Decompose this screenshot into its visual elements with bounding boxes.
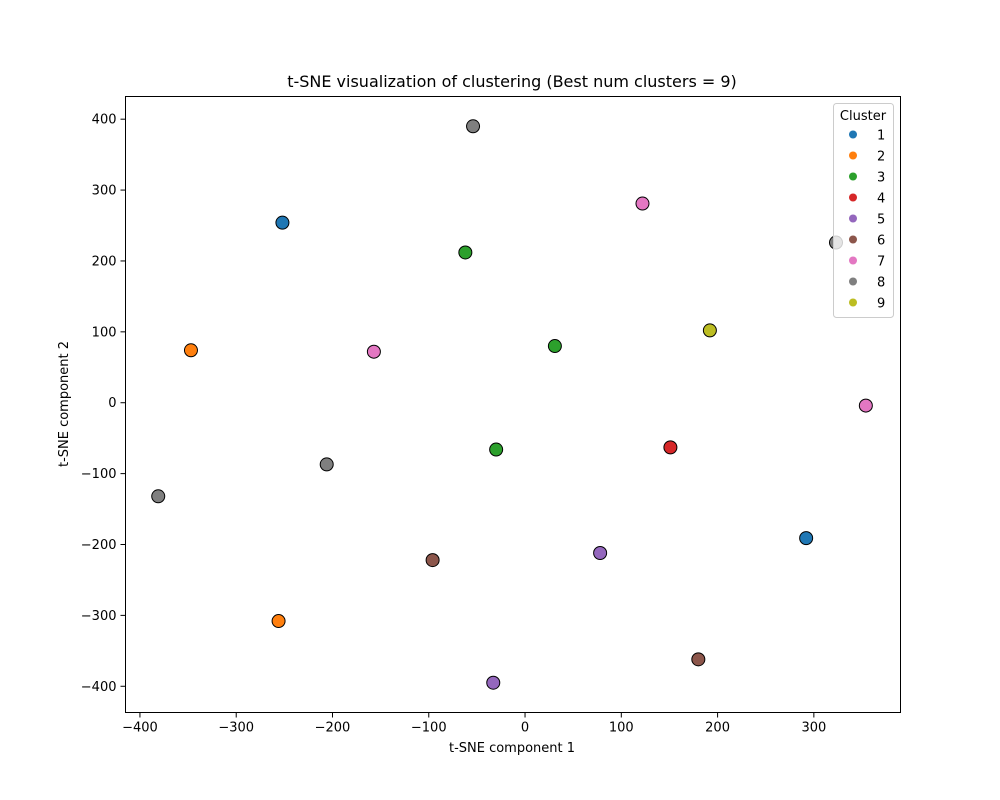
data-point-cluster-7 [635,196,650,211]
x-tick-label: −200 [315,721,351,736]
legend-marker-3 [849,172,857,181]
legend-label-5: 5 [877,213,885,228]
data-point-cluster-7 [858,398,873,413]
legend: Cluster 1 2 3 4 5 6 7 8 9 [833,103,894,318]
data-point-cluster-6 [691,652,706,667]
legend-label-6: 6 [877,234,885,249]
legend-label-4: 4 [877,192,885,207]
legend-label-2: 2 [877,150,885,165]
legend-label-1: 1 [877,129,885,144]
legend-marker-4 [849,193,857,202]
legend-marker-5 [849,214,857,223]
x-tick-label: 0 [521,721,529,736]
legend-label-7: 7 [877,255,885,270]
data-point-cluster-8 [151,489,166,504]
data-point-cluster-2 [183,343,198,358]
x-tick-label: 100 [609,721,634,736]
data-point-cluster-1 [275,215,290,230]
y-tick-label: −400 [81,680,117,695]
data-point-cluster-1 [799,531,814,546]
y-tick-label: −100 [81,467,117,482]
x-tick-label: −300 [218,721,254,736]
data-point-cluster-2 [271,614,286,629]
y-axis-label: t-SNE component 2 [57,341,72,467]
chart-title: t-SNE visualization of clustering (Best … [287,72,737,91]
data-point-cluster-3 [458,245,473,260]
legend-title: Cluster [840,109,887,124]
x-tick-label: −100 [411,721,447,736]
data-point-cluster-3 [489,442,504,457]
x-tick-label: −400 [122,721,158,736]
plot-frame [125,96,901,713]
y-tick-label: −200 [81,538,117,553]
data-point-cluster-8 [319,457,334,472]
data-point-cluster-5 [486,675,501,690]
data-point-cluster-3 [547,339,562,354]
legend-label-9: 9 [877,297,885,312]
legend-marker-1 [849,130,857,139]
y-tick-label: 300 [92,184,117,199]
y-tick-label: 0 [108,396,116,411]
legend-marker-6 [849,235,857,244]
x-tick-label: 200 [705,721,730,736]
y-tick-label: 400 [92,113,117,128]
legend-marker-2 [849,151,857,160]
data-point-cluster-5 [593,546,608,561]
data-points [151,119,873,690]
data-point-cluster-4 [663,440,678,455]
data-point-cluster-8 [466,119,481,134]
x-tick-label: 300 [801,721,826,736]
data-point-cluster-6 [425,553,440,568]
y-tick-label: 100 [92,325,117,340]
x-axis-label: t-SNE component 1 [449,741,575,756]
y-tick-label: 200 [92,254,117,269]
y-tick-label: −300 [81,609,117,624]
legend-marker-8 [849,277,857,286]
data-point-cluster-7 [366,344,381,359]
legend-label-8: 8 [877,276,885,291]
data-point-cluster-9 [702,323,717,338]
legend-marker-7 [849,256,857,265]
legend-marker-9 [849,298,857,307]
legend-box [833,103,894,318]
legend-label-3: 3 [877,171,885,186]
axis-ticks: −400 −300 −200 −100 0 100 200 300 −400 −300 −200 −1… [81,113,826,736]
